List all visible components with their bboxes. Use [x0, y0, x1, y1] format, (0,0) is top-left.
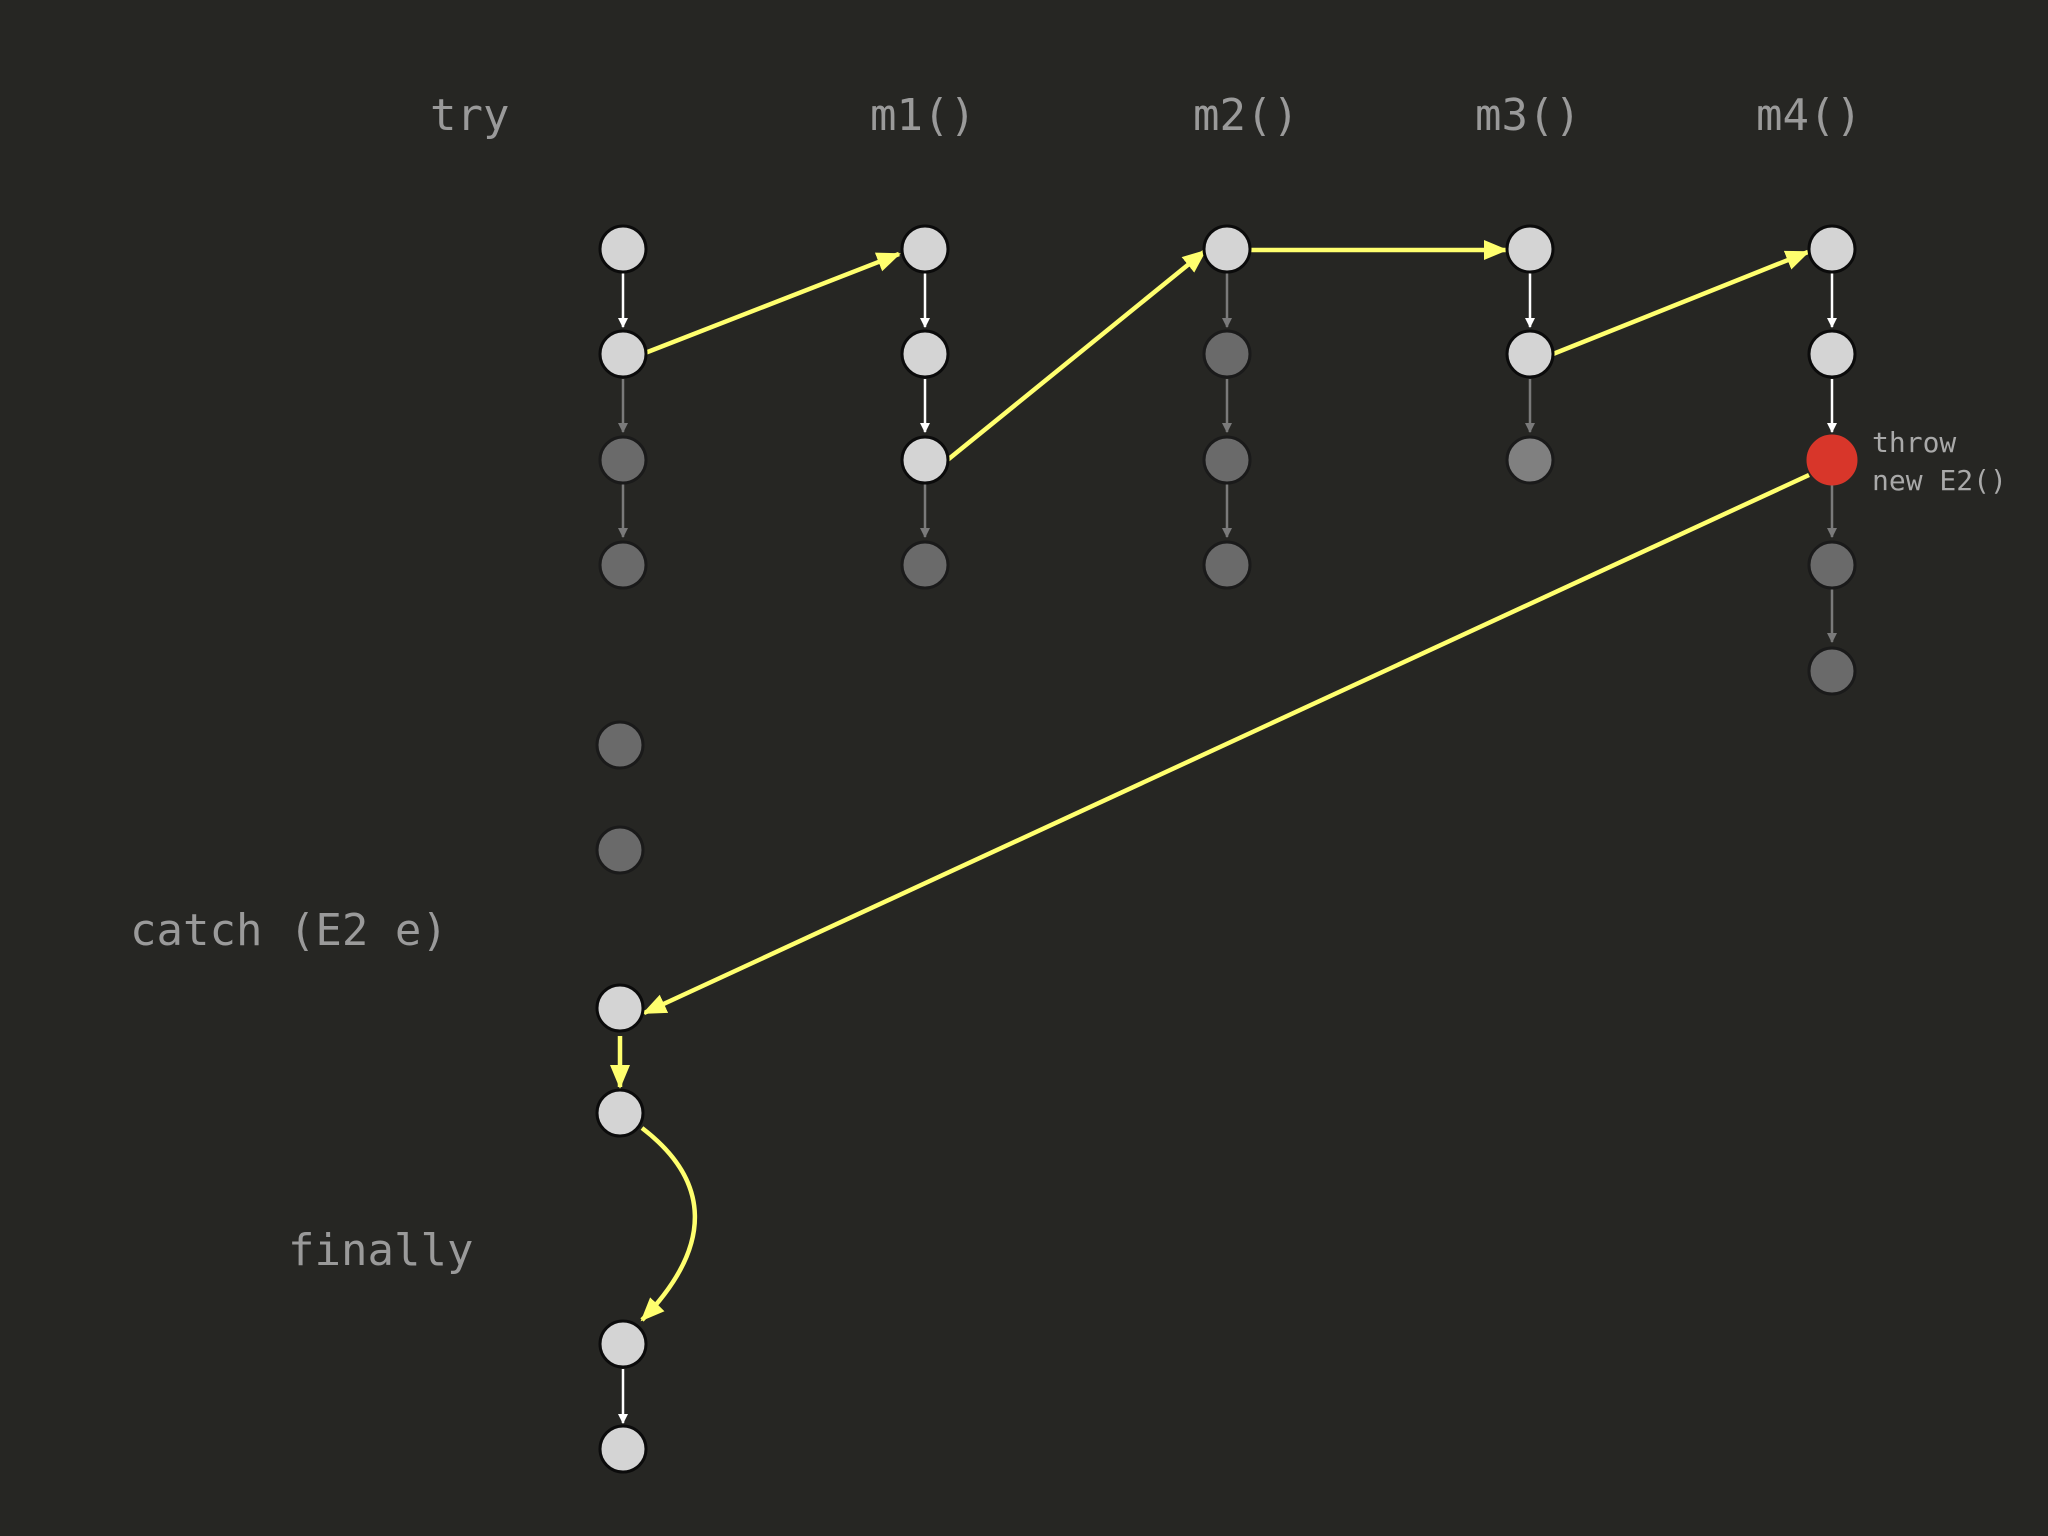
node-m1-3	[900, 435, 950, 485]
node-finally-1	[598, 1319, 648, 1369]
node-catch-2	[595, 1088, 645, 1138]
node-try-1	[598, 224, 648, 274]
nodes	[595, 224, 1858, 1474]
node-m3-3	[1505, 435, 1555, 485]
flow-try-to-m1	[644, 251, 901, 356]
node-m2-4	[1202, 540, 1252, 590]
flow-throw-to-catch	[642, 472, 1810, 1016]
node-m2-3	[1202, 435, 1252, 485]
flow-m1-to-m2	[943, 249, 1207, 464]
node-try-3	[598, 435, 648, 485]
node-m2-1	[1202, 224, 1252, 274]
label-m3: m3()	[1475, 90, 1581, 141]
node-finally-2	[598, 1424, 648, 1474]
node-m1-4	[900, 540, 950, 590]
flow-m3-to-m4	[1552, 249, 1810, 357]
node-m1-2	[900, 329, 950, 379]
label-catch: catch (E2 e)	[130, 905, 448, 956]
node-m4-throw	[1806, 434, 1858, 486]
node-try-6	[595, 825, 645, 875]
label-m4: m4()	[1756, 90, 1862, 141]
throw-annotation-line1: throw	[1872, 426, 1956, 459]
label-try: try	[430, 90, 509, 141]
node-m3-1	[1505, 224, 1555, 274]
flow-arrows	[610, 240, 1810, 1322]
node-try-4	[598, 540, 648, 590]
node-m4-2	[1807, 329, 1857, 379]
node-m3-2	[1505, 329, 1555, 379]
node-m4-4	[1807, 540, 1857, 590]
node-try-2	[598, 329, 648, 379]
node-try-5	[595, 720, 645, 770]
label-m2: m2()	[1193, 90, 1299, 141]
flow-catch-to-finally	[640, 1126, 698, 1322]
node-m4-1	[1807, 224, 1857, 274]
label-m1: m1()	[870, 90, 976, 141]
vertical-edges	[618, 273, 1837, 1424]
node-m4-5	[1807, 646, 1857, 696]
label-finally: finally	[288, 1225, 473, 1276]
node-catch-1	[595, 983, 645, 1033]
node-m1-1	[900, 224, 950, 274]
node-m2-2	[1202, 329, 1252, 379]
throw-annotation-line2: new E2()	[1872, 464, 2007, 497]
